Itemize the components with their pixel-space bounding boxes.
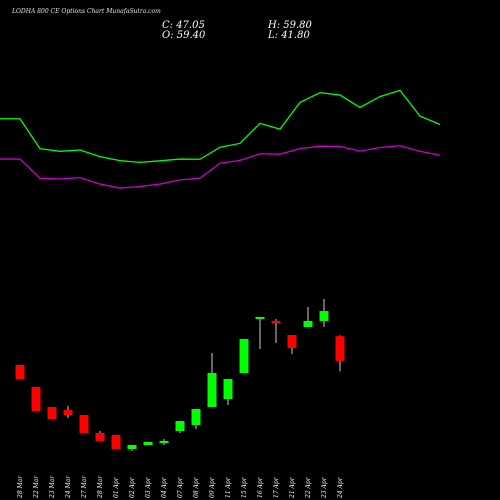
candle-down bbox=[271, 321, 281, 323]
x-tick-label: 28 Mar bbox=[97, 475, 104, 499]
candle-down bbox=[31, 387, 41, 411]
candle-up bbox=[223, 379, 233, 399]
candle-up bbox=[255, 317, 265, 319]
candle-down bbox=[15, 365, 25, 379]
candle-up bbox=[143, 442, 153, 445]
candle-down bbox=[335, 336, 345, 361]
open-value: O: 59.40 bbox=[162, 30, 206, 41]
x-tick-label: 21 Apr bbox=[289, 476, 296, 499]
candle-up bbox=[191, 409, 201, 425]
x-tick-label: 01 Apr bbox=[113, 476, 120, 498]
high-value: H: 59.80 bbox=[268, 20, 312, 31]
x-tick-label: 28 Mar bbox=[17, 475, 24, 499]
candle-down bbox=[63, 410, 73, 415]
close-value: C: 47.05 bbox=[162, 20, 205, 31]
candle-up bbox=[175, 421, 185, 431]
chart-title: LODHA 800 CE Options Chart MunafaSutra.c… bbox=[12, 8, 161, 15]
x-tick-label: 02 Apr bbox=[129, 476, 136, 498]
upper-band-line bbox=[0, 89, 441, 164]
x-tick-label: 15 Apr bbox=[241, 476, 248, 498]
x-tick-label: 27 Mar bbox=[81, 475, 88, 499]
candle-up bbox=[127, 445, 137, 449]
x-tick-label: 09 Apr bbox=[209, 476, 216, 498]
candle-up bbox=[207, 373, 217, 407]
candle-down bbox=[95, 433, 105, 441]
candle-up bbox=[303, 321, 313, 327]
x-tick-label: 24 Mar bbox=[65, 475, 72, 499]
candle-down bbox=[47, 407, 57, 419]
x-tick-label: 24 Apr bbox=[337, 476, 344, 499]
x-tick-label: 17 Apr bbox=[273, 476, 280, 498]
x-tick-label: 11 Apr bbox=[225, 476, 232, 498]
low-value: L: 41.80 bbox=[268, 30, 310, 41]
candle-up bbox=[239, 339, 249, 373]
x-tick-label: 07 Apr bbox=[177, 476, 184, 498]
x-tick-label: 22 Apr bbox=[305, 476, 312, 499]
candle-up bbox=[319, 311, 329, 321]
x-tick-label: 08 Apr bbox=[193, 476, 200, 498]
x-tick-label: 16 Apr bbox=[257, 476, 264, 498]
candle-up bbox=[159, 441, 169, 443]
x-tick-label: 23 Apr bbox=[321, 476, 328, 499]
candle-down bbox=[111, 435, 121, 449]
lower-band-line bbox=[0, 145, 441, 189]
x-tick-label: 22 Mar bbox=[33, 475, 40, 499]
candle-down bbox=[79, 415, 89, 433]
x-tick-label: 04 Apr bbox=[161, 476, 168, 498]
candle-down bbox=[287, 335, 297, 348]
x-tick-label: 03 Apr bbox=[145, 476, 152, 498]
x-tick-label: 23 Mar bbox=[49, 475, 56, 499]
